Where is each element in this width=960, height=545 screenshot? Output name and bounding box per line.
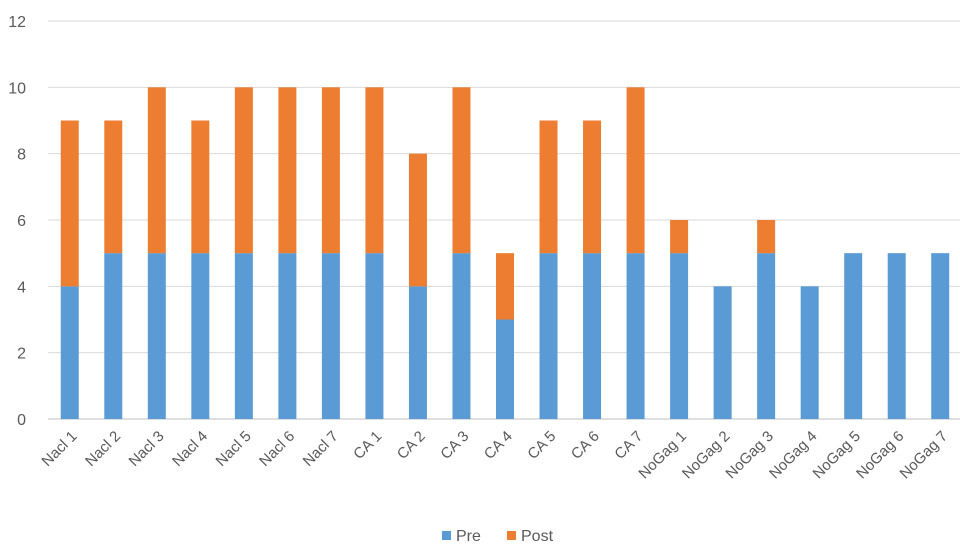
bars	[60, 87, 950, 419]
bar-post-ca-7	[626, 87, 645, 254]
x-category-label: CA 4	[481, 428, 516, 463]
x-category-label: Nacl 1	[38, 428, 80, 470]
bar-post-nacl-2	[104, 120, 123, 254]
bar-post-nacl-7	[321, 87, 340, 254]
x-category-label: CA 2	[394, 428, 429, 463]
x-category-label: Nacl 7	[300, 428, 342, 470]
bar-pre-ca-6	[583, 253, 602, 419]
bar-post-nacl-5	[234, 87, 253, 254]
x-category-label: Nacl 3	[126, 428, 168, 470]
bar-pre-nogag-1	[670, 253, 689, 419]
bar-pre-nogag-4	[800, 286, 819, 419]
x-axis-category-labels: Nacl 1 Nacl 2 Nacl 3 Nacl 4 Nacl 5 Nacl 6 Nacl…	[38, 428, 951, 482]
bar-pre-nacl-4	[191, 253, 210, 419]
legend-swatch-post	[507, 531, 516, 540]
bar-post-nacl-6	[278, 87, 297, 254]
bar-pre-ca-3	[452, 253, 471, 419]
y-tick-label: 12	[8, 14, 26, 31]
bar-pre-ca-4	[496, 319, 514, 419]
bar-post-ca-6	[583, 120, 602, 254]
bar-pre-ca-1	[365, 253, 384, 419]
bar-pre-nogag-6	[887, 253, 906, 419]
bar-post-ca-2	[408, 153, 427, 287]
y-tick-label: 0	[17, 412, 26, 429]
bar-pre-nogag-7	[931, 253, 950, 419]
bar-post-ca-4	[496, 253, 514, 320]
bar-pre-nacl-6	[278, 253, 297, 419]
bar-pre-nacl-5	[234, 253, 253, 419]
y-tick-label: 4	[17, 279, 26, 296]
bar-pre-nacl-2	[104, 253, 123, 419]
bar-pre-nogag-3	[757, 253, 776, 419]
bar-post-nogag-3	[757, 220, 776, 254]
y-tick-label: 8	[17, 147, 26, 164]
y-tick-label: 10	[8, 80, 26, 97]
legend: Pre Post	[442, 528, 554, 545]
x-category-label: Nacl 4	[169, 428, 211, 470]
y-tick-label: 6	[17, 213, 26, 230]
bar-post-ca-3	[452, 87, 471, 254]
bar-pre-nacl-7	[321, 253, 340, 419]
bar-post-nacl-3	[147, 87, 166, 254]
bar-post-nacl-4	[191, 120, 210, 254]
bar-post-nacl-1	[60, 120, 79, 287]
x-category-label: Nacl 5	[213, 428, 255, 470]
bar-pre-ca-5	[539, 253, 558, 419]
x-category-label: NoGag 7	[897, 428, 951, 482]
x-category-label: CA 3	[437, 428, 472, 463]
bar-pre-nacl-1	[60, 286, 79, 419]
bar-pre-ca-2	[408, 286, 427, 419]
x-category-label: CA 5	[524, 428, 559, 463]
legend-label-pre: Pre	[456, 528, 481, 545]
bar-post-ca-1	[365, 87, 384, 254]
x-category-label: Nacl 6	[256, 428, 298, 470]
y-axis-tick-labels: 0 2 4 6 8 10 12	[8, 14, 26, 429]
x-category-label: CA 7	[611, 428, 646, 463]
x-category-label: Nacl 2	[82, 428, 124, 470]
bar-pre-ca-7	[626, 253, 645, 419]
x-category-label: CA 1	[350, 428, 385, 463]
bar-post-nogag-1	[670, 220, 689, 254]
x-category-label: CA 6	[568, 428, 603, 463]
bar-pre-nogag-5	[844, 253, 863, 419]
bar-pre-nogag-2	[713, 286, 732, 419]
legend-swatch-pre	[442, 531, 451, 540]
bar-post-ca-5	[539, 120, 558, 254]
legend-label-post: Post	[521, 528, 554, 545]
bar-pre-nacl-3	[147, 253, 166, 419]
y-tick-label: 2	[17, 346, 26, 363]
